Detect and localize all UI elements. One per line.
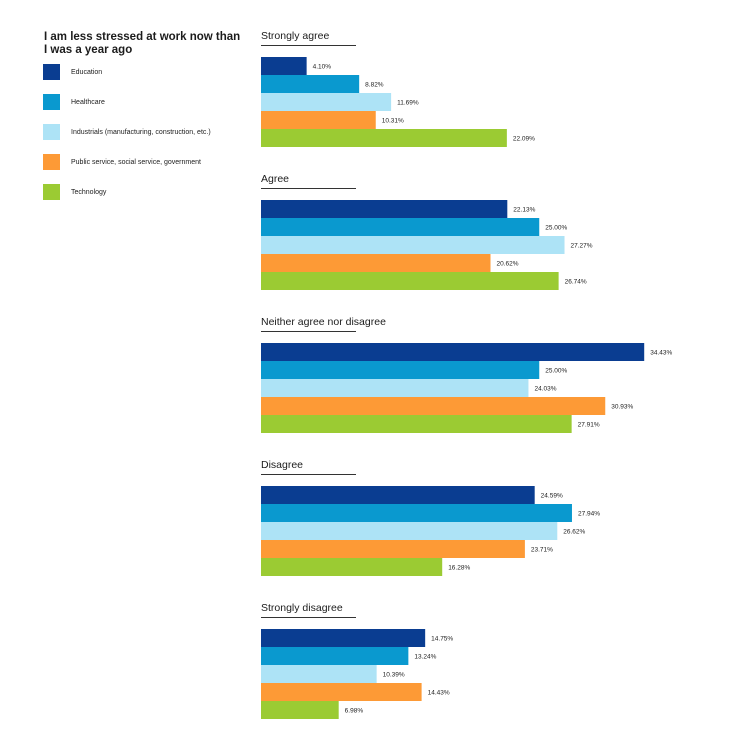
data-label: 26.62% [563,529,585,536]
legend-label: Healthcare [71,98,105,106]
legend-item: Healthcare [43,94,105,110]
bar [261,218,540,236]
data-label: 22.13% [513,207,535,214]
data-label: 30.93% [611,404,633,411]
bar [261,558,443,576]
data-label: 25.00% [545,368,567,375]
legend-item: Industrials (manufacturing, construction… [43,124,211,140]
data-label: 27.94% [578,511,600,518]
data-label: 22.09% [513,136,535,143]
legend-swatch [43,124,60,140]
bar [261,254,491,272]
bar [261,397,606,415]
bar [261,540,525,558]
data-label: 23.71% [531,547,553,554]
bar [261,75,360,93]
legend-swatch [43,94,60,110]
legend-label: Technology [71,188,107,196]
bar [261,379,529,397]
data-label: 27.27% [571,243,593,250]
data-label: 8.82% [365,82,384,89]
legend-item: Technology [43,184,106,200]
data-label: 6.98% [345,708,364,715]
bar [261,647,409,665]
bar [261,415,572,433]
bar [261,272,559,290]
legend-swatch [43,184,60,200]
bar [261,57,307,75]
bar [261,486,535,504]
data-label: 10.39% [383,672,405,679]
data-label: 16.28% [448,565,470,572]
data-label: 10.31% [382,118,404,125]
data-label: 20.62% [497,261,519,268]
legend-swatch [43,64,60,80]
category-title: Agree [261,173,289,185]
bar [261,111,376,129]
data-label: 24.59% [541,493,563,500]
bar [261,343,645,361]
bar [261,665,377,683]
bar [261,629,426,647]
bar [261,504,572,522]
data-label: 27.91% [578,422,600,429]
data-label: 13.24% [414,654,436,661]
legend-swatch [43,154,60,170]
bar [261,522,558,540]
bar [261,93,392,111]
legend-item: Public service, social service, governme… [43,154,201,170]
bar [261,129,507,147]
bar [261,361,540,379]
data-label: 34.43% [650,350,672,357]
category-title: Strongly agree [261,30,329,42]
category-title: Strongly disagree [261,602,343,614]
legend-label: Public service, social service, governme… [71,158,201,166]
category-title: Disagree [261,459,303,471]
bar [261,701,339,719]
data-label: 4.10% [313,64,332,71]
data-label: 25.00% [545,225,567,232]
data-label: 26.74% [565,279,587,286]
data-label: 14.75% [431,636,453,643]
legend-label: Industrials (manufacturing, construction… [71,128,211,136]
data-label: 24.03% [534,386,556,393]
bar [261,200,508,218]
bar [261,683,422,701]
data-label: 11.69% [397,100,419,107]
legend-label: Education [71,68,103,76]
category-title: Neither agree nor disagree [261,316,386,328]
bar [261,236,565,254]
chart-title: I am less stressed at work now than I wa… [44,31,241,56]
legend-item: Education [43,64,102,80]
data-label: 14.43% [428,690,450,697]
